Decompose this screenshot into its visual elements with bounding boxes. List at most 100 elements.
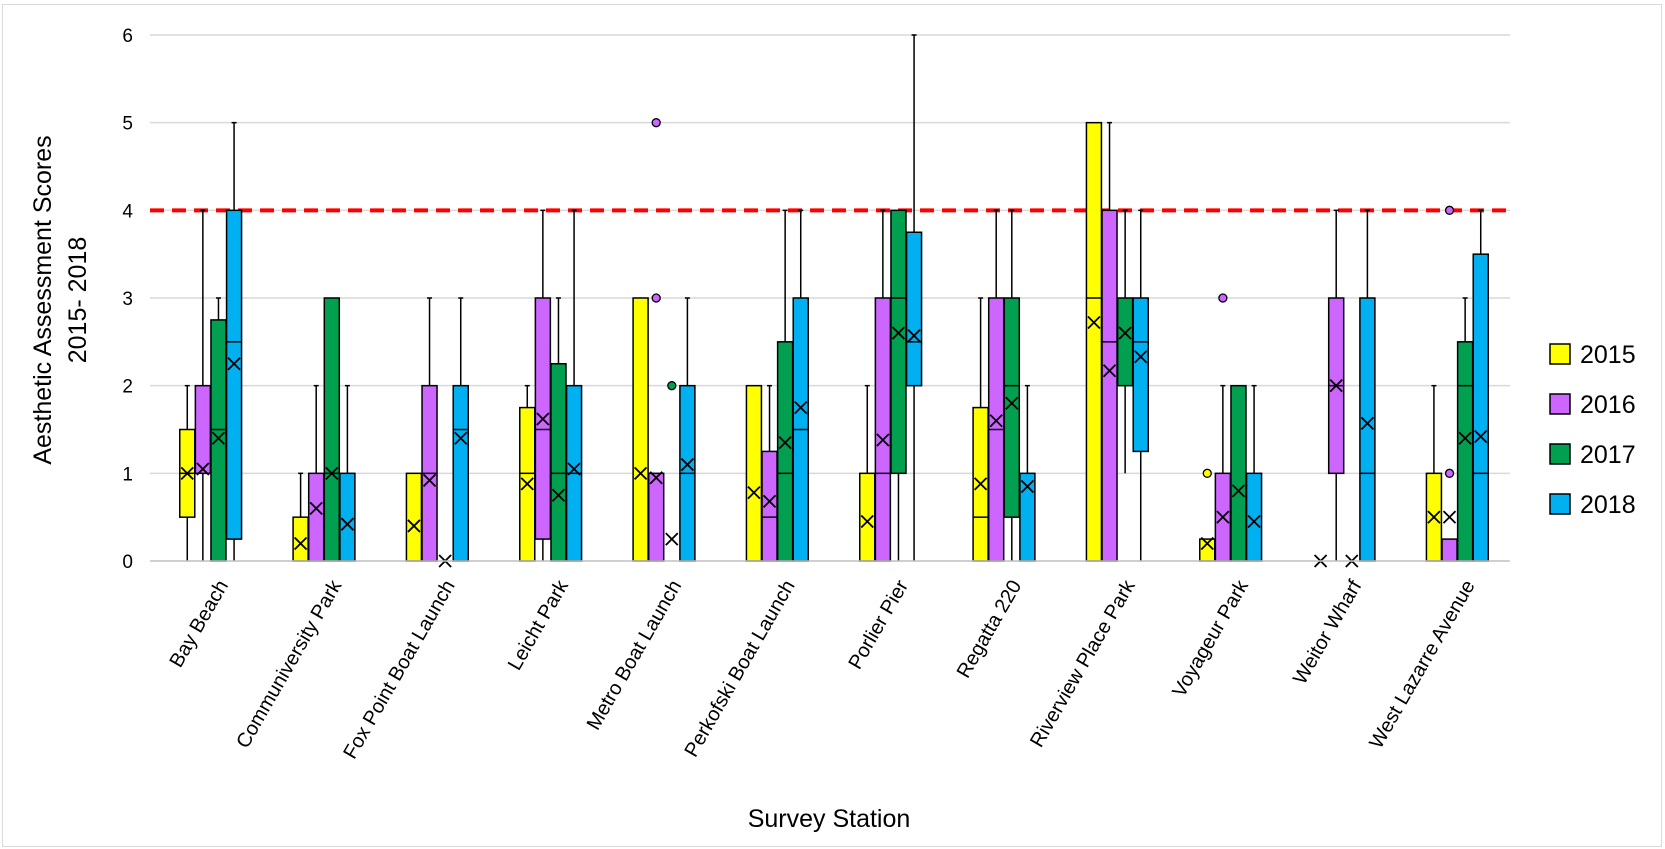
mean-marker [1360,416,1375,430]
outlier-point [651,293,661,303]
mean-marker [649,471,663,485]
y-tick-label: 4 [122,201,133,222]
box-2015 [745,384,763,562]
mean-marker [891,326,906,340]
category-label: Fox Point Boat Launch [339,577,459,763]
y-tick-label: 2 [122,377,133,398]
mean-marker [1134,350,1148,364]
outlier-point [667,381,677,391]
x-axis-title: Survey Station [748,805,911,833]
box-2018 [339,472,356,562]
box-2017 [550,363,567,562]
mean-marker [1458,431,1472,445]
mean-marker [973,477,988,491]
mean-marker [1329,379,1343,393]
legend-label-2018: 2018 [1580,491,1636,519]
box-2018 [452,384,469,562]
mean-marker [1247,514,1261,529]
legend-label-2017: 2017 [1580,441,1636,469]
box-2017 [210,319,227,562]
box-2017 [776,341,794,562]
outlier-point [1202,468,1212,478]
mean-marker [665,532,679,546]
mean-marker [227,357,241,371]
legend-swatch-2018 [1549,493,1571,515]
mean-marker [520,477,534,491]
category-label: Porlier Pier [844,576,913,673]
mean-marker [1427,510,1441,524]
mean-marker [762,494,777,509]
mean-marker [1442,510,1457,524]
mean-marker [196,462,210,476]
mean-marker [860,514,874,529]
box-2017 [1456,341,1474,562]
mean-marker [340,517,355,531]
box-2016 [874,297,892,562]
y-axis-title-line-1: Aesthetic Assessment Scores [29,135,57,464]
mean-marker [1005,396,1019,410]
category-label: Metro Boat Launch [583,577,687,734]
mean-marker [1474,429,1488,444]
legend-swatch-2017 [1549,443,1571,465]
box-2017 [323,297,341,562]
legend: 2015 2016 2017 2018 [1549,341,1636,519]
legend-swatch-2016 [1549,393,1571,415]
outlier-point [1218,293,1228,303]
category-label: Communiversity Park [232,576,347,752]
mean-marker [567,462,581,476]
legend-label-2016: 2016 [1580,391,1636,419]
outlier-point [651,118,661,128]
box-2017 [890,209,907,475]
gridlines [150,34,1510,475]
category-label: Riverview Place Park [1026,576,1140,751]
y-axis-title-line-2: 2015- 2018 [64,237,92,364]
mean-marker [1020,479,1035,494]
category-label: Bay Beach [166,577,233,672]
box-2018 [905,231,923,387]
mean-marker [1102,364,1117,378]
mean-marker [180,466,194,480]
mean-marker [876,433,890,447]
box-2017 [1003,297,1021,518]
mean-marker [633,466,648,480]
category-label: Perkofski Boat Launch [681,577,800,761]
legend-swatch-2015 [1549,343,1571,365]
y-tick-label: 5 [122,114,133,135]
mean-marker [325,466,339,480]
mean-marker [309,501,323,516]
mean-marker [407,519,421,533]
box-2015 [1085,121,1103,562]
y-tick-label: 1 [122,464,133,485]
chart-area [2,4,1662,847]
box-2018 [225,209,243,540]
mean-marker [454,431,468,445]
legend-label-2015: 2015 [1580,341,1636,369]
mean-marker [794,400,808,415]
mean-marker [778,436,792,450]
mean-marker [1118,326,1132,340]
mean-marker [536,412,550,426]
category-label: Weitor Wharf [1289,576,1366,688]
mean-marker [1216,510,1230,524]
box-2016 [307,472,325,562]
category-label: West Lazarre Avenue [1365,577,1479,753]
mean-marker [422,473,437,487]
mean-marker [293,536,308,551]
box-2016 [194,384,212,475]
mean-marker [1231,484,1246,498]
category-label: Leicht Park [504,576,574,675]
outlier-point [1444,205,1455,215]
mean-marker [211,431,226,445]
category-label: Regatta 220 [953,577,1027,682]
mean-marker [989,414,1003,428]
box-2017 [1230,384,1247,562]
box-2016 [647,472,665,562]
y-tick-label: 6 [122,26,133,47]
box-2015 [405,472,423,562]
boxes-layer [179,34,1489,568]
box-2016 [1101,209,1118,562]
box-2018 [1472,253,1489,562]
category-label: Voyageur Park [1168,576,1253,701]
